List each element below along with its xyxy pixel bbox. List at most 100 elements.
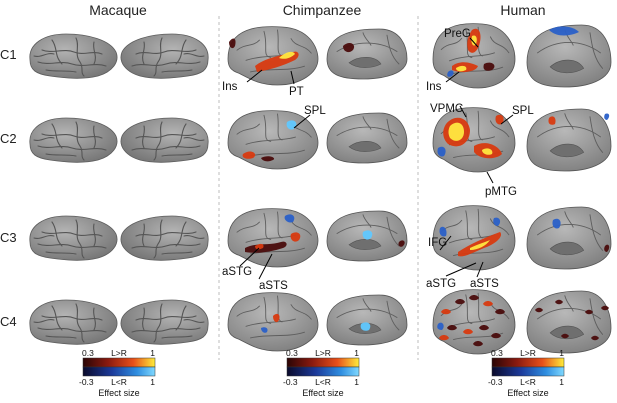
effect-cluster xyxy=(479,325,489,331)
effect-cluster xyxy=(455,299,465,305)
row-label-c2: C2 xyxy=(0,131,17,146)
effect-cluster xyxy=(229,38,236,49)
effect-cluster xyxy=(604,113,610,120)
effect-cluster xyxy=(255,243,264,250)
macaque-hemisphere-c2-lateral xyxy=(29,117,118,163)
colorbar-bottom-label: L<R xyxy=(111,377,127,387)
label-human-asts: aSTS xyxy=(470,278,499,290)
effect-cluster xyxy=(495,309,505,315)
label-chimp-pt: PT xyxy=(289,86,304,98)
macaque-hemisphere-c4-medial xyxy=(120,299,209,345)
macaque-hemisphere-c2-medial xyxy=(120,117,209,163)
row-label-c3: C3 xyxy=(0,230,17,245)
chimpanzee-lateral-c3 xyxy=(227,208,319,268)
effect-cluster xyxy=(495,114,504,125)
label-human-pmtg: pMTG xyxy=(485,186,517,198)
colorbar-top-min: 0.3 xyxy=(82,348,94,358)
chimpanzee-medial-c3 xyxy=(326,210,408,262)
effect-cluster xyxy=(343,43,355,53)
colorbar-macaque: 0.3 L>R 1 -0.3 L<R 1 Effect size xyxy=(79,348,155,398)
effect-cluster xyxy=(469,295,479,301)
human-lateral-c2 xyxy=(432,107,516,173)
effect-cluster xyxy=(585,309,593,315)
label-chimp-ins: Ins xyxy=(222,81,238,93)
colorbar-bottom-max: 1 xyxy=(150,377,155,387)
effect-cluster xyxy=(561,333,569,339)
human-medial-c1 xyxy=(526,24,612,88)
effect-cluster xyxy=(482,148,493,155)
effect-cluster xyxy=(549,26,579,36)
effect-cluster xyxy=(535,307,543,313)
macaque-hemisphere-c3-medial xyxy=(120,215,209,261)
label-human-spl: SPL xyxy=(512,105,534,117)
colorbar-cool-gradient xyxy=(82,366,156,377)
colorbar-bottom-min: -0.3 xyxy=(488,377,503,387)
colorbar-top-label: L>R xyxy=(520,348,536,358)
chimpanzee-lateral-c2 xyxy=(227,110,319,170)
effect-cluster xyxy=(591,335,599,341)
effect-cluster xyxy=(362,230,373,240)
effect-cluster xyxy=(360,322,371,331)
human-medial-c3 xyxy=(526,206,612,270)
effect-cluster xyxy=(398,240,405,247)
chimpanzee-lateral-c4 xyxy=(227,292,319,352)
label-chimp-astg: aSTG xyxy=(222,266,252,278)
effect-cluster xyxy=(439,335,449,341)
effect-cluster xyxy=(286,120,297,130)
effect-cluster xyxy=(273,313,280,323)
effect-cluster xyxy=(470,240,490,250)
colorbar-title: Effect size xyxy=(507,388,548,398)
effect-cluster xyxy=(483,301,493,307)
label-chimp-asts: aSTS xyxy=(259,280,288,292)
colorbar-title: Effect size xyxy=(98,388,139,398)
colorbar-top-max: 1 xyxy=(150,348,155,358)
colorbar-bottom-min: -0.3 xyxy=(79,377,94,387)
colorbar-bottom-label: L<R xyxy=(520,377,536,387)
effect-cluster xyxy=(604,244,610,252)
colorbar-chimpanzee: 0.3 L>R 1 -0.3 L<R 1 Effect size xyxy=(283,348,359,398)
colorbar-warm-gradient xyxy=(286,357,360,368)
colorbar-cool-gradient xyxy=(286,366,360,377)
effect-cluster xyxy=(483,62,495,71)
effect-cluster xyxy=(437,146,446,157)
effect-cluster xyxy=(463,329,473,335)
row-label-c4: C4 xyxy=(0,314,17,329)
colorbar-warm-gradient xyxy=(82,357,156,368)
effect-cluster xyxy=(290,232,301,242)
colorbar-title: Effect size xyxy=(302,388,343,398)
colorbar-top-max: 1 xyxy=(354,348,359,358)
colorbar-bottom-max: 1 xyxy=(354,377,359,387)
human-lateral-c3 xyxy=(432,205,516,271)
colorbar-top-min: 0.3 xyxy=(286,348,298,358)
effect-cluster xyxy=(284,214,295,223)
macaque-hemisphere-c1-medial xyxy=(120,33,209,79)
label-human-astg: aSTG xyxy=(426,278,456,290)
effect-cluster xyxy=(552,218,561,229)
chimpanzee-medial-c1 xyxy=(326,28,408,80)
label-human-vpmc: VPMC xyxy=(430,103,463,115)
effect-cluster xyxy=(473,341,483,347)
chimpanzee-medial-c2 xyxy=(326,112,408,164)
chimpanzee-medial-c4 xyxy=(326,294,408,346)
effect-cluster xyxy=(261,327,268,333)
colorbar-bottom-min: -0.3 xyxy=(283,377,298,387)
colorbar-bottom-max: 1 xyxy=(559,377,564,387)
label-chimp-spl: SPL xyxy=(304,105,326,117)
label-human-preg: PreG xyxy=(444,28,471,40)
colorbar-cool-gradient xyxy=(491,366,565,377)
column-title-chimpanzee: Chimpanzee xyxy=(283,2,362,18)
effect-cluster xyxy=(491,333,501,339)
effect-cluster xyxy=(279,51,295,59)
row-label-c1: C1 xyxy=(0,47,17,62)
macaque-hemisphere-c1-lateral xyxy=(29,33,118,79)
effect-cluster xyxy=(447,325,457,331)
human-lateral-c4 xyxy=(432,289,516,355)
colorbar-top-label: L>R xyxy=(315,348,331,358)
effect-cluster xyxy=(447,70,454,77)
human-medial-c4 xyxy=(526,290,612,354)
effect-cluster xyxy=(261,156,275,162)
effect-cluster xyxy=(471,35,477,46)
effect-cluster xyxy=(242,151,256,159)
effect-cluster xyxy=(437,322,444,330)
